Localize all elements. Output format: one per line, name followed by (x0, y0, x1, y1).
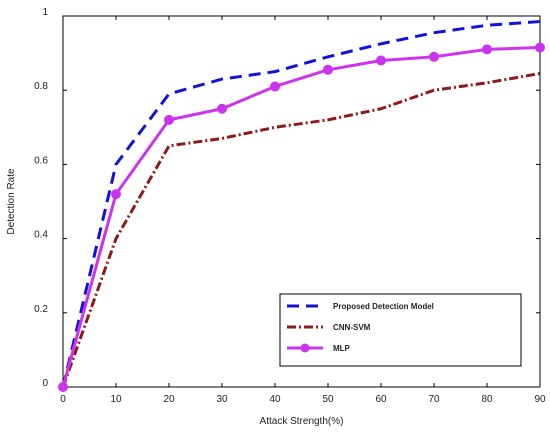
mlp-point (217, 103, 227, 114)
mlp-point (58, 382, 68, 392)
x-tick-label: 0 (60, 394, 66, 405)
x-tick-label: 20 (163, 394, 175, 405)
mlp-point (270, 81, 280, 92)
x-tick-label: 90 (534, 394, 546, 405)
y-tick-label: 0.6 (34, 155, 48, 166)
series-line-cnn-svm (61, 72, 541, 388)
series-layer (58, 20, 545, 392)
series-line-proposed-detection-model (61, 20, 541, 388)
legend: Proposed Detection Model CNN-SVM MLP (279, 293, 522, 367)
y-tick-label: 0.8 (34, 81, 48, 92)
mlp-point (323, 64, 333, 75)
legend-marker (300, 343, 310, 353)
legend-label: CNN-SVM (333, 323, 371, 332)
x-tick-label: 80 (481, 394, 493, 405)
mlp-point (376, 55, 386, 66)
y-tick-label: 0.4 (34, 230, 48, 241)
x-tick-label: 70 (428, 394, 440, 405)
x-tick-label: 30 (216, 394, 228, 405)
mlp-point (429, 51, 439, 62)
mlp-point (482, 44, 492, 55)
y-tick-label: 0 (42, 378, 48, 389)
legend-label: MLP (333, 344, 351, 353)
legend-label: Proposed Detection Model (333, 302, 434, 311)
x-axis-label: Attack Strength(%) (260, 416, 344, 427)
y-axis-ticks: 0 0.2 0.4 0.6 0.8 1 (34, 7, 540, 389)
legend-box (279, 293, 522, 367)
x-tick-label: 40 (269, 394, 281, 405)
x-axis-ticks: 0 10 20 30 40 50 60 70 80 90 (60, 16, 546, 405)
y-tick-label: 1 (42, 7, 48, 18)
x-tick-label: 50 (322, 394, 334, 405)
mlp-point (535, 42, 545, 53)
x-tick-label: 10 (110, 394, 122, 405)
series-line-mlp (61, 46, 541, 388)
x-tick-label: 60 (375, 394, 387, 405)
y-axis-label: Detection Rate (6, 168, 17, 235)
mlp-point (111, 189, 121, 200)
mlp-point (164, 114, 174, 125)
y-tick-label: 0.2 (34, 304, 48, 315)
